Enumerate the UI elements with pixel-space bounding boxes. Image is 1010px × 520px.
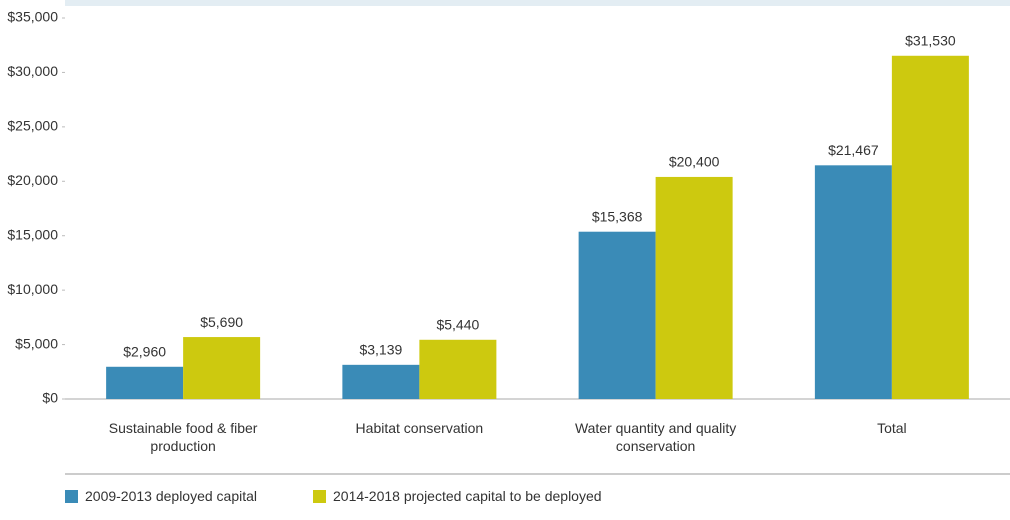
- value-label: $20,400: [669, 154, 720, 170]
- x-tick-label: Total: [877, 420, 907, 436]
- value-label: $5,690: [200, 314, 243, 330]
- legend-label: 2014-2018 projected capital to be deploy…: [333, 488, 602, 504]
- bar: [655, 176, 733, 399]
- legend-swatch: [65, 489, 78, 503]
- y-tick-label: $10,000: [7, 281, 58, 297]
- y-tick-label: $35,000: [7, 9, 58, 25]
- value-label: $3,139: [359, 342, 402, 358]
- y-tick-label: $5,000: [15, 335, 58, 351]
- bar: [578, 231, 656, 399]
- value-label: $2,960: [123, 343, 166, 359]
- legend-item: 2014-2018 projected capital to be deploy…: [313, 488, 602, 504]
- value-label: $31,530: [905, 32, 956, 48]
- y-tick-label: $25,000: [7, 118, 58, 134]
- legend-swatch: [313, 489, 326, 503]
- legend-label: 2009-2013 deployed capital: [85, 488, 258, 504]
- bar: [183, 337, 261, 399]
- value-label: $21,467: [828, 142, 879, 158]
- value-label: $15,368: [592, 208, 643, 224]
- bar: [814, 165, 892, 399]
- legend-item: 2009-2013 deployed capital: [65, 488, 257, 504]
- y-tick-label: $15,000: [7, 226, 58, 242]
- y-tick-label: $20,000: [7, 172, 58, 188]
- bar: [419, 339, 497, 399]
- x-tick-label: Water quantity and quality conservation: [574, 420, 737, 454]
- x-tick-label: Habitat conservation: [355, 420, 484, 436]
- bar: [891, 55, 969, 399]
- y-tick-label: $0: [42, 390, 58, 406]
- y-tick-label: $30,000: [7, 63, 58, 79]
- x-tick-label: Sustainable food & fiber production: [108, 420, 258, 454]
- bar: [342, 364, 420, 399]
- value-label: $5,440: [436, 316, 479, 332]
- top-band: [65, 0, 1010, 6]
- bar: [106, 366, 184, 399]
